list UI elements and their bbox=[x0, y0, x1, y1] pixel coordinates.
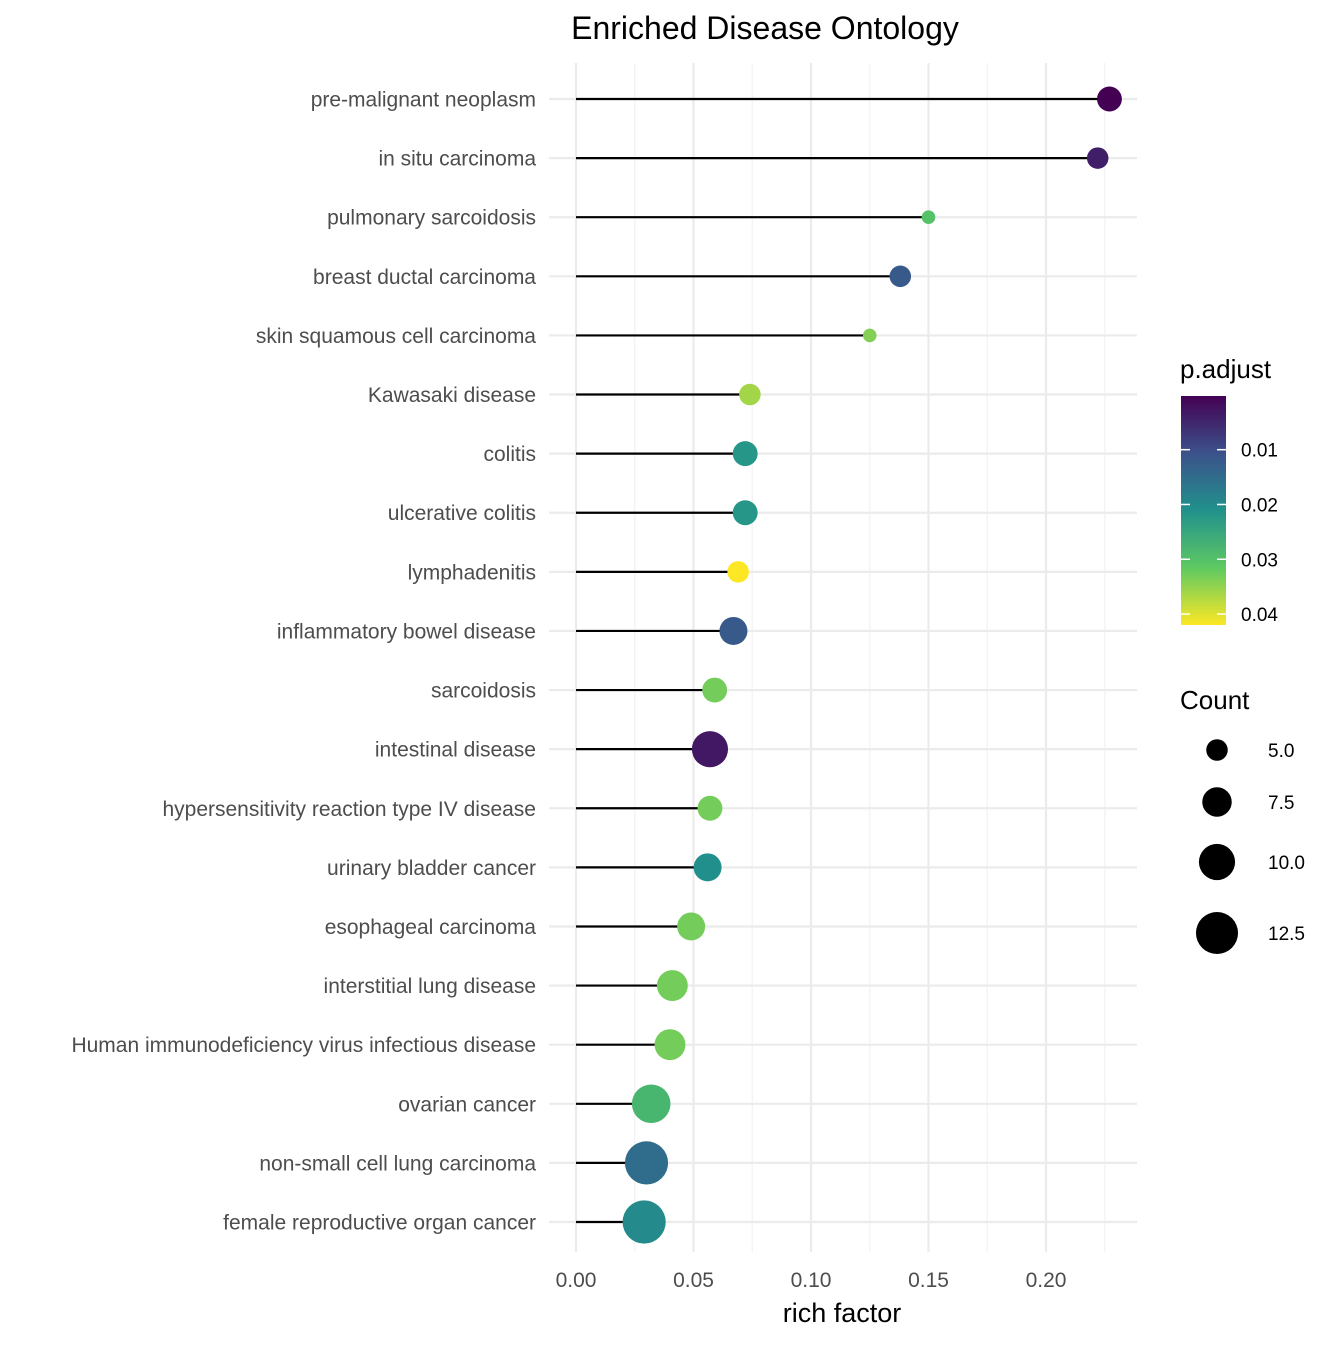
y-tick-label: pre-malignant neoplasm bbox=[311, 89, 536, 112]
lollipop-stems bbox=[576, 97, 1110, 1224]
x-tick-label: 0.00 bbox=[556, 1269, 597, 1292]
y-tick-label: ovarian cancer bbox=[398, 1093, 536, 1116]
lollipop-point bbox=[727, 561, 749, 583]
lollipop-point bbox=[677, 912, 706, 941]
color-legend-tick-label: 0.02 bbox=[1241, 495, 1278, 516]
lollipop-point bbox=[691, 731, 729, 768]
lollipop-point bbox=[1086, 147, 1109, 169]
lollipop-point bbox=[921, 210, 936, 224]
y-tick-label: ulcerative colitis bbox=[388, 502, 536, 525]
lollipop-point bbox=[739, 383, 761, 406]
size-legend-key bbox=[1202, 787, 1232, 817]
size-legend-label: 10.0 bbox=[1268, 853, 1305, 874]
y-tick-label: sarcoidosis bbox=[431, 680, 536, 703]
y-tick-label: interstitial lung disease bbox=[324, 975, 536, 998]
lollipop-points bbox=[622, 86, 1122, 1244]
y-tick-label: hypersensitivity reaction type IV diseas… bbox=[162, 798, 536, 821]
lollipop-point bbox=[656, 970, 688, 1002]
color-legend-title: p.adjust bbox=[1180, 354, 1272, 384]
chart-title: Enriched Disease Ontology bbox=[571, 10, 959, 46]
x-tick-label: 0.15 bbox=[908, 1269, 949, 1292]
lollipop-point bbox=[732, 441, 758, 467]
y-tick-label: lymphadenitis bbox=[408, 561, 536, 584]
y-tick-label: non-small cell lung carcinoma bbox=[259, 1152, 536, 1175]
y-tick-label: Kawasaki disease bbox=[368, 384, 536, 407]
lollipop-point bbox=[889, 265, 912, 288]
y-tick-label: pulmonary sarcoidosis bbox=[327, 207, 536, 230]
lollipop-point bbox=[732, 500, 758, 526]
lollipop-point bbox=[654, 1029, 686, 1061]
x-axis-label: rich factor bbox=[783, 1298, 902, 1328]
y-tick-label: esophageal carcinoma bbox=[325, 916, 537, 939]
x-tick-label: 0.20 bbox=[1026, 1269, 1067, 1292]
color-legend: p.adjust 0.01 0.02 0.03 0.04 bbox=[1180, 354, 1278, 626]
y-tick-label: colitis bbox=[483, 443, 536, 466]
y-tick-label: skin squamous cell carcinoma bbox=[256, 325, 536, 348]
lollipop-point bbox=[622, 1200, 666, 1244]
y-tick-label: breast ductal carcinoma bbox=[313, 266, 536, 289]
color-legend-tick-label: 0.03 bbox=[1241, 550, 1278, 571]
size-legend-label: 12.5 bbox=[1268, 924, 1305, 945]
color-legend-tick-label: 0.01 bbox=[1241, 441, 1278, 462]
y-tick-label: in situ carcinoma bbox=[378, 148, 536, 171]
y-tick-label: inflammatory bowel disease bbox=[277, 620, 536, 643]
y-tick-label: urinary bladder cancer bbox=[327, 857, 536, 880]
lollipop-point bbox=[693, 853, 722, 882]
lollipop-point bbox=[702, 677, 728, 703]
size-legend-key bbox=[1195, 911, 1239, 955]
lollipop-point bbox=[631, 1084, 671, 1124]
y-tick-label: female reproductive organ cancer bbox=[223, 1212, 536, 1235]
x-tick-labels: 0.00 0.05 0.10 0.15 0.20 bbox=[556, 1269, 1067, 1292]
lollipop-point bbox=[697, 795, 723, 821]
y-tick-label: Human immunodeficiency virus infectious … bbox=[71, 1034, 536, 1057]
y-tick-labels: pre-malignant neoplasm in situ carcinoma p… bbox=[71, 89, 536, 1235]
lollipop-point bbox=[1096, 86, 1122, 112]
y-tick-label: intestinal disease bbox=[375, 739, 536, 762]
lollipop-point bbox=[624, 1141, 669, 1185]
size-legend-title: Count bbox=[1180, 685, 1250, 715]
size-legend-label: 7.5 bbox=[1268, 793, 1294, 814]
size-legend: Count 5.0 7.5 10.0 12.5 bbox=[1180, 685, 1305, 955]
lollipop-point bbox=[719, 616, 748, 645]
color-legend-bar bbox=[1181, 396, 1226, 625]
lollipop-point bbox=[862, 328, 877, 343]
size-legend-key bbox=[1198, 843, 1236, 881]
x-tick-label: 0.10 bbox=[791, 1269, 832, 1292]
color-legend-tick-label: 0.04 bbox=[1241, 605, 1278, 626]
grid bbox=[549, 63, 1137, 1252]
x-tick-label: 0.05 bbox=[673, 1269, 714, 1292]
size-legend-key bbox=[1206, 739, 1228, 761]
size-legend-label: 5.0 bbox=[1268, 741, 1294, 762]
